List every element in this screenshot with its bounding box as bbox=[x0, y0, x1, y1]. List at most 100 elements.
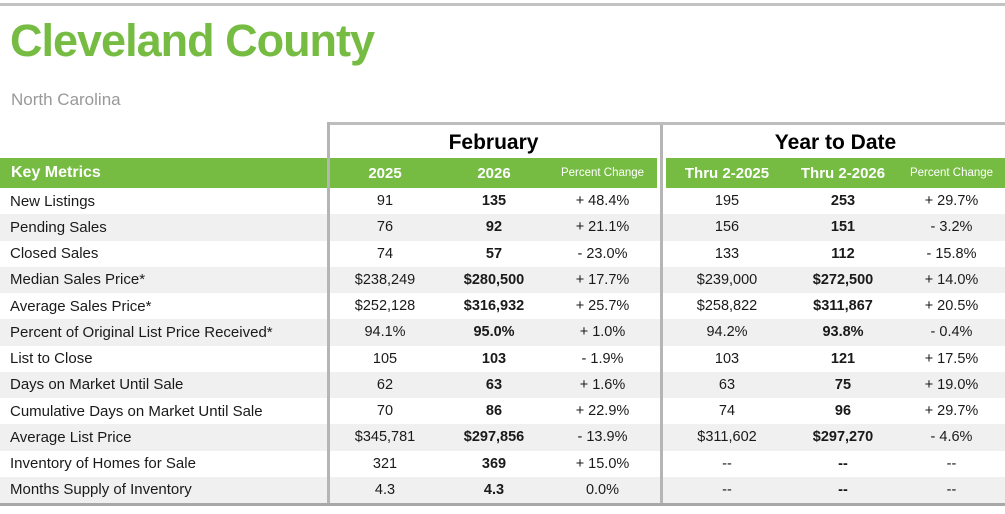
metric-label: Average List Price bbox=[10, 428, 132, 446]
section-divider bbox=[657, 450, 666, 477]
ytd-2025-value: 195 bbox=[714, 193, 740, 210]
ytd-2026-value: 96 bbox=[834, 403, 852, 420]
section-divider bbox=[657, 214, 666, 241]
page-title: Cleveland County bbox=[10, 15, 375, 66]
section-divider bbox=[657, 240, 666, 267]
page-top-rule bbox=[0, 3, 1005, 6]
market-metrics-table: February Year to Date Key Metrics 2025 2… bbox=[0, 122, 1005, 506]
feb-percent-change-value: + 21.1% bbox=[575, 219, 630, 236]
column-divider bbox=[327, 476, 330, 503]
ytd-2025-value: 63 bbox=[718, 376, 736, 393]
section-divider bbox=[657, 398, 666, 425]
feb-percent-change-value: + 17.7% bbox=[575, 271, 630, 288]
table-row: Cumulative Days on Market Until Sale 70 … bbox=[0, 398, 1005, 425]
ytd-percent-change-value: -- bbox=[946, 455, 957, 472]
column-header-thru-2-2026: Thru 2-2026 bbox=[788, 158, 898, 188]
section-divider bbox=[657, 188, 666, 215]
metric-label: Average Sales Price* bbox=[10, 297, 152, 315]
divider-line bbox=[660, 293, 663, 320]
ytd-2026-value: $311,867 bbox=[813, 298, 873, 315]
divider-line bbox=[660, 188, 663, 215]
column-divider bbox=[327, 450, 330, 477]
feb-2026-value: $316,932 bbox=[463, 298, 525, 315]
ytd-percent-change-value: + 14.0% bbox=[924, 271, 979, 288]
feb-2026-value: 95.0% bbox=[473, 324, 515, 341]
divider-line bbox=[660, 371, 663, 398]
table-row: List to Close 105 103 - 1.9% 103 121 + 1… bbox=[0, 345, 1005, 372]
feb-2026-value: 103 bbox=[481, 350, 507, 367]
ytd-2026-value: -- bbox=[838, 481, 848, 498]
metric-label: Cumulative Days on Market Until Sale bbox=[10, 402, 263, 420]
ytd-percent-change-value: + 17.5% bbox=[924, 350, 979, 367]
column-divider bbox=[327, 293, 330, 320]
column-divider bbox=[327, 345, 330, 372]
ytd-percent-change-value: -- bbox=[946, 481, 957, 498]
table-row: Pending Sales 76 92 + 21.1% 156 151 - 3.… bbox=[0, 214, 1005, 241]
feb-percent-change-value: - 1.9% bbox=[581, 350, 624, 367]
column-header-feb-2026: 2026 bbox=[440, 158, 548, 188]
column-divider bbox=[327, 158, 330, 188]
ytd-2026-value: 253 bbox=[830, 193, 856, 210]
divider-line bbox=[660, 266, 663, 293]
feb-percent-change-value: + 1.6% bbox=[579, 376, 626, 393]
report-header: Cleveland County North Carolina bbox=[0, 6, 1005, 122]
divider-line bbox=[660, 214, 663, 241]
section-divider bbox=[657, 293, 666, 320]
ytd-2025-value: 156 bbox=[714, 219, 740, 236]
feb-2025-value: 105 bbox=[372, 350, 398, 367]
metric-label: List to Close bbox=[10, 350, 93, 368]
feb-2025-value: 76 bbox=[376, 219, 394, 236]
ytd-percent-change-value: - 0.4% bbox=[930, 324, 973, 341]
column-divider bbox=[327, 319, 330, 346]
column-divider bbox=[327, 266, 330, 293]
metric-label: Percent of Original List Price Received* bbox=[10, 323, 273, 341]
feb-2025-value: 74 bbox=[376, 245, 394, 262]
metric-label: Inventory of Homes for Sale bbox=[10, 455, 196, 473]
divider-line bbox=[660, 125, 663, 158]
column-header-feb-percent-change: Percent Change bbox=[548, 158, 657, 188]
table-row: Months Supply of Inventory 4.3 4.3 0.0% … bbox=[0, 476, 1005, 503]
section-divider bbox=[657, 266, 666, 293]
section-header-row: February Year to Date bbox=[0, 122, 1005, 158]
ytd-percent-change-value: + 19.0% bbox=[924, 376, 979, 393]
column-divider bbox=[327, 424, 330, 451]
table-row: Percent of Original List Price Received*… bbox=[0, 319, 1005, 346]
page-subtitle: North Carolina bbox=[11, 90, 121, 109]
feb-2026-value: $280,500 bbox=[463, 271, 525, 288]
divider-line bbox=[660, 345, 663, 372]
table-row: Inventory of Homes for Sale 321 369 + 15… bbox=[0, 450, 1005, 477]
column-divider bbox=[327, 371, 330, 398]
ytd-2025-value: $311,602 bbox=[697, 429, 757, 446]
column-header-key-metrics: Key Metrics bbox=[0, 158, 327, 188]
ytd-percent-change-value: - 3.2% bbox=[930, 219, 973, 236]
ytd-2025-value: 103 bbox=[714, 350, 740, 367]
metric-label: Closed Sales bbox=[10, 245, 99, 263]
ytd-percent-change-value: + 29.7% bbox=[924, 193, 979, 210]
divider-line bbox=[660, 424, 663, 451]
feb-2025-value: $238,249 bbox=[354, 271, 416, 288]
ytd-percent-change-value: + 20.5% bbox=[924, 298, 979, 315]
metric-label: Days on Market Until Sale bbox=[10, 376, 184, 394]
divider-line bbox=[660, 240, 663, 267]
feb-percent-change-value: + 1.0% bbox=[579, 324, 626, 341]
feb-2026-value: 92 bbox=[485, 219, 503, 236]
feb-2026-value: 63 bbox=[485, 376, 503, 393]
ytd-2026-value: 121 bbox=[830, 350, 856, 367]
feb-2025-value: 62 bbox=[376, 376, 394, 393]
column-header-row: Key Metrics 2025 2026 Percent Change Thr… bbox=[0, 158, 1005, 188]
section-title-year-to-date: Year to Date bbox=[666, 122, 1005, 158]
divider-line bbox=[660, 398, 663, 425]
section-divider bbox=[657, 319, 666, 346]
section-divider bbox=[657, 122, 666, 158]
table-body: New Listings 91 135 + 48.4% 195 253 + 29… bbox=[0, 188, 1005, 503]
ytd-2025-value: 74 bbox=[718, 403, 736, 420]
ytd-2026-value: 75 bbox=[834, 376, 852, 393]
column-divider bbox=[327, 122, 330, 158]
metric-label: Months Supply of Inventory bbox=[10, 481, 192, 499]
divider-line bbox=[660, 476, 663, 503]
table-row: Average List Price $345,781 $297,856 - 1… bbox=[0, 424, 1005, 451]
metric-label: Median Sales Price* bbox=[10, 271, 146, 289]
metric-label: New Listings bbox=[10, 192, 96, 210]
feb-2025-value: 321 bbox=[372, 455, 398, 472]
feb-2026-value: 369 bbox=[481, 455, 507, 472]
